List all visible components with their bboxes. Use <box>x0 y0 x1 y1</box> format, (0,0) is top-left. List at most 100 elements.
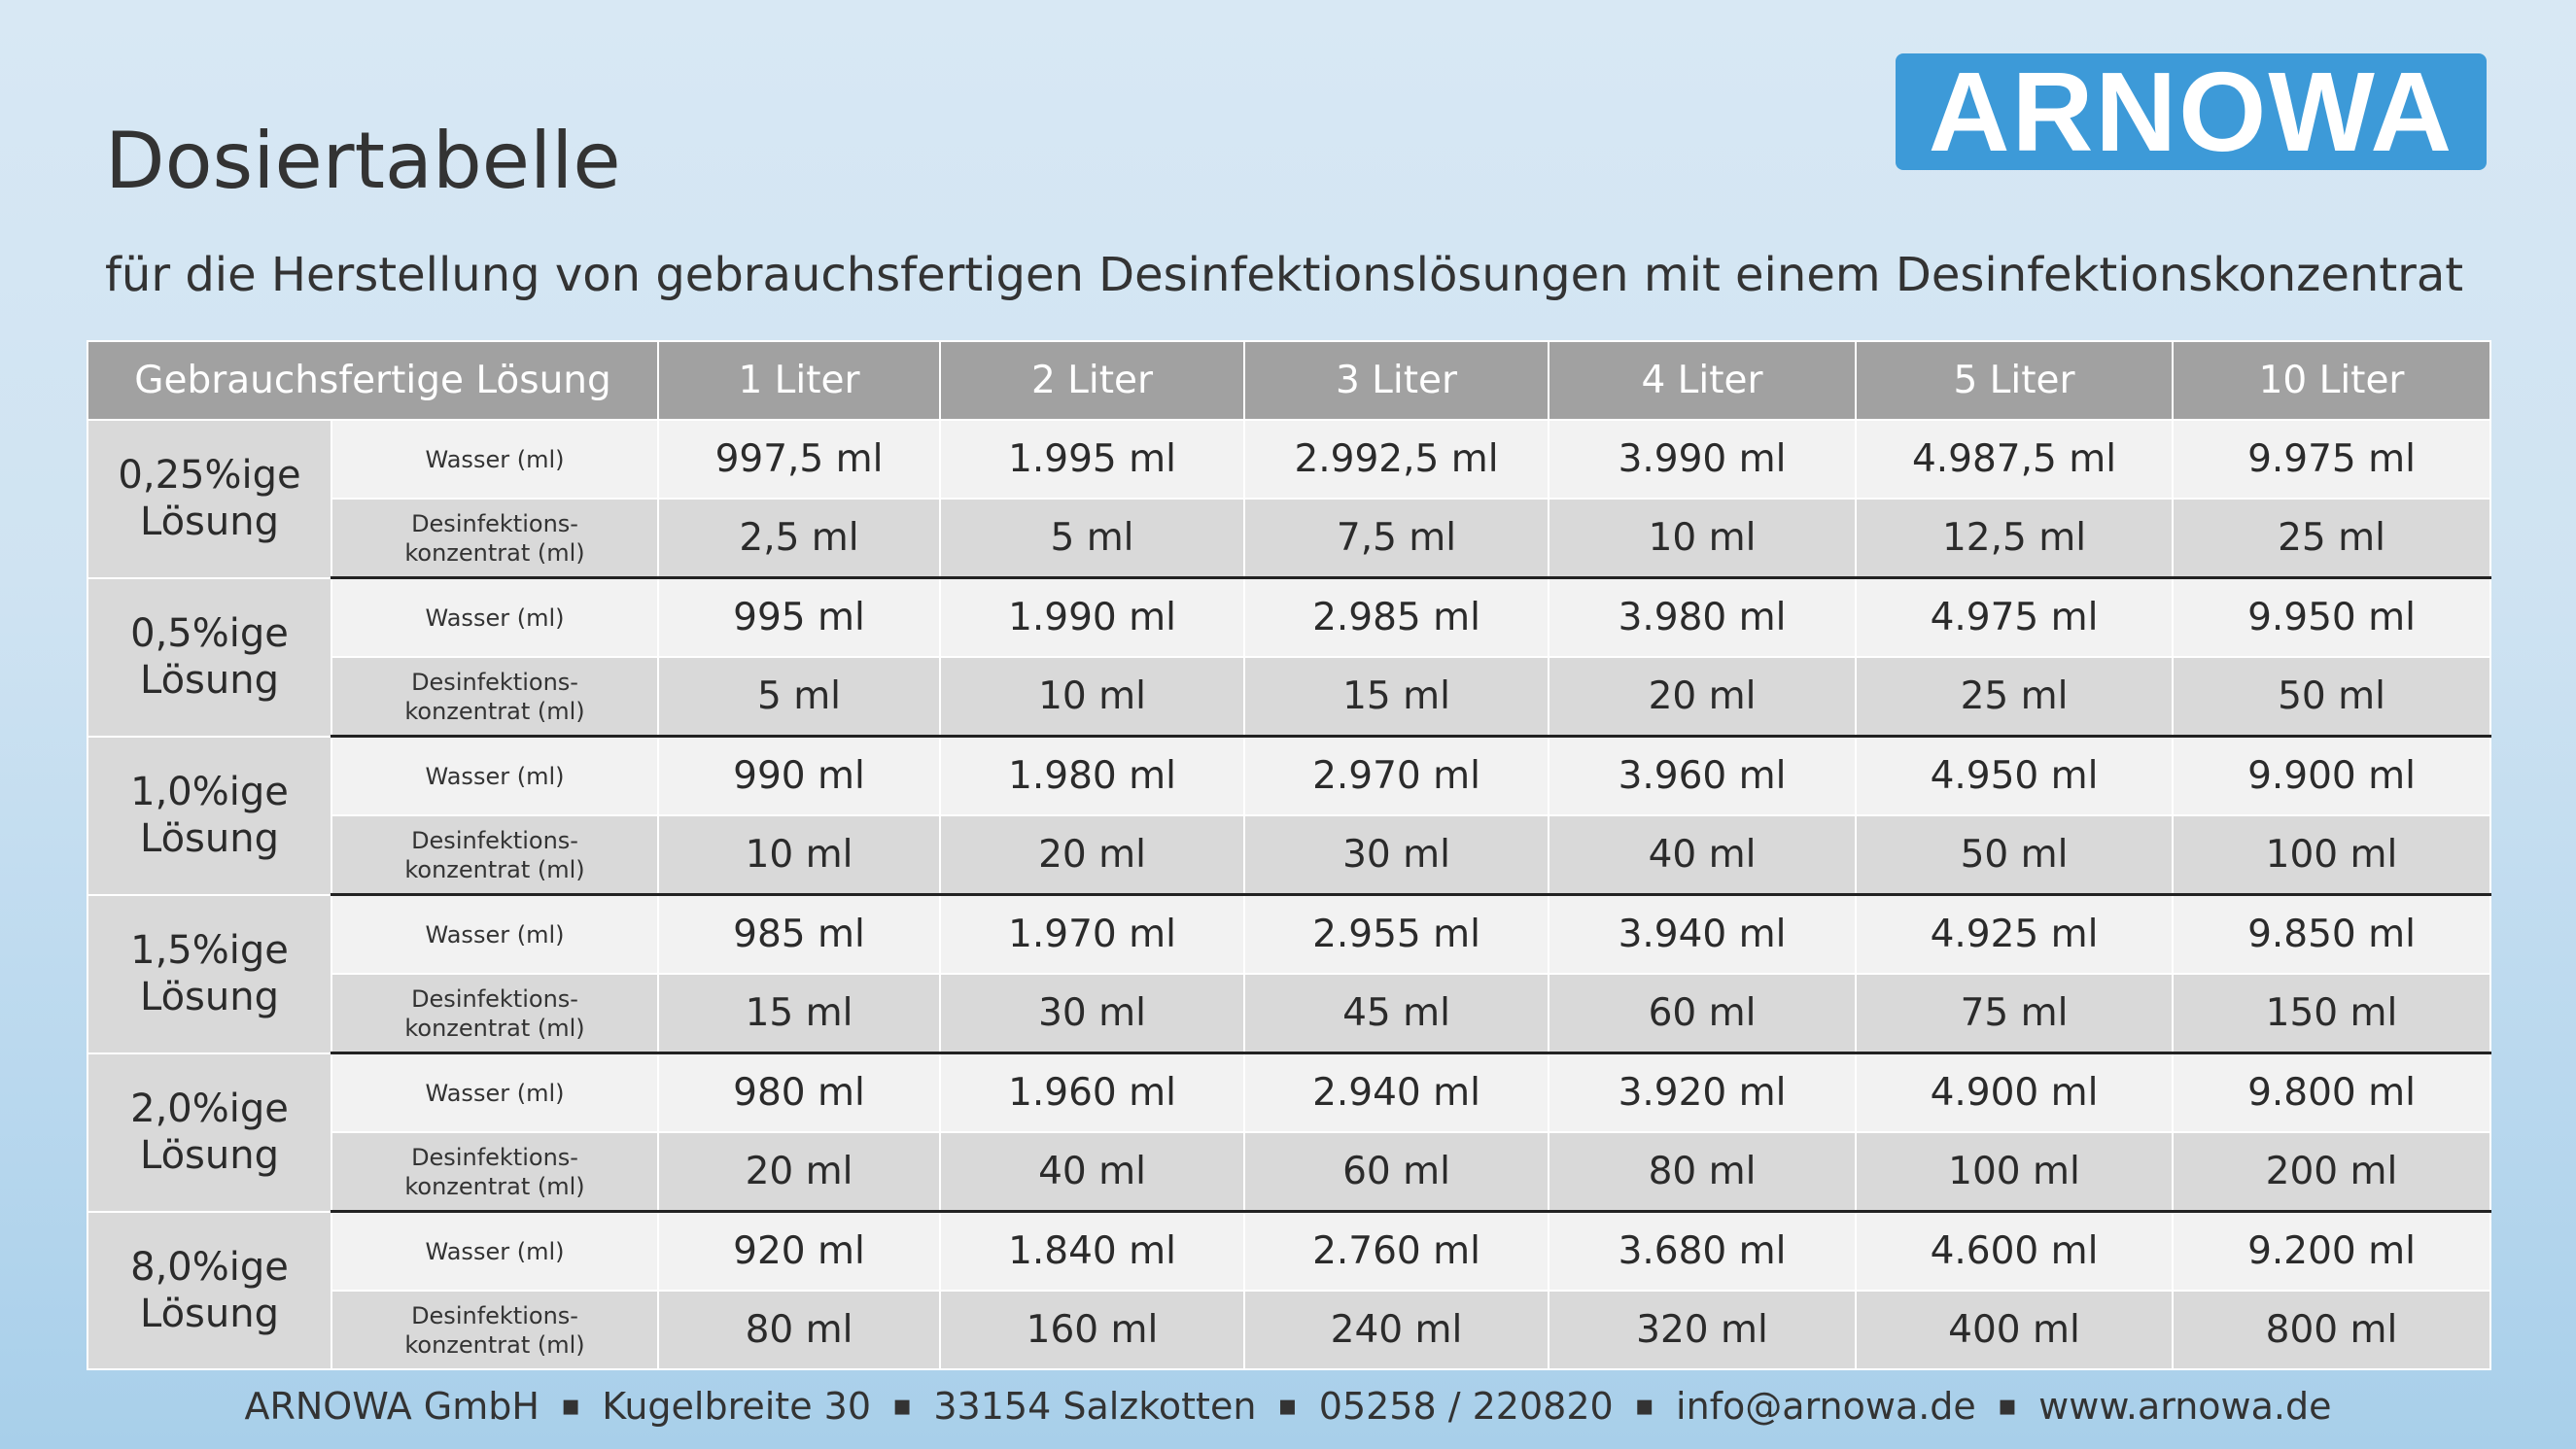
concentrate-amount-cell: 30 ml <box>939 973 1246 1054</box>
row-label-concentrate: Desinfektions-konzentrat (ml) <box>330 498 660 579</box>
concentrate-amount-cell: 75 ml <box>1855 973 2175 1054</box>
water-amount-cell: 1.840 ml <box>939 1210 1246 1292</box>
header-solution: Gebrauchsfertige Lösung <box>86 340 660 421</box>
concentration-cell: 1,0%ige Lösung <box>87 735 332 896</box>
row-label-concentrate: Desinfektions-konzentrat (ml) <box>330 814 660 896</box>
table-row-water: 1,5%ige Lösung Wasser (ml) 985 ml 1.970 ml 2.… <box>87 893 2492 1054</box>
arnowa-logo: ARNOWA <box>1896 53 2487 170</box>
row-label-water: Wasser (ml) <box>330 576 660 658</box>
water-amount-cell: 9.800 ml <box>2172 1052 2492 1133</box>
header-5-liter: 5 Liter <box>1855 340 2175 421</box>
table-row-water: 0,5%ige Lösung Wasser (ml) 995 ml 1.990 ml 2.… <box>87 576 2492 738</box>
concentration-cell: 2,0%ige Lösung <box>87 1052 332 1213</box>
concentrate-amount-cell: 80 ml <box>1548 1131 1858 1213</box>
table-row-concentrate: Desinfektions-konzentrat (ml) 5 ml 10 ml 15… <box>87 656 2492 738</box>
concentrate-amount-cell: 20 ml <box>657 1131 942 1213</box>
concentrate-amount-cell: 200 ml <box>2172 1131 2492 1213</box>
row-label-concentrate-line1: Desinfektions- <box>411 1143 578 1171</box>
page-title: Dosiertabelle <box>105 116 621 206</box>
concentrate-amount-cell: 7,5 ml <box>1243 498 1550 579</box>
water-amount-cell: 9.900 ml <box>2172 735 2492 816</box>
water-amount-cell: 3.920 ml <box>1548 1052 1858 1133</box>
concentration-solution-label: Lösung <box>140 975 279 1019</box>
water-amount-cell: 980 ml <box>657 1052 942 1133</box>
concentration-cell: 8,0%ige Lösung <box>87 1210 332 1370</box>
row-label-concentrate-line1: Desinfektions- <box>411 984 578 1013</box>
concentrate-amount-cell: 10 ml <box>1548 498 1858 579</box>
footer-separator: ▪ <box>1634 1389 1655 1423</box>
row-label-water: Wasser (ml) <box>330 893 660 975</box>
concentration-percent: 1,5%ige <box>130 928 289 973</box>
header-10-liter: 10 Liter <box>2172 340 2492 421</box>
concentrate-amount-cell: 50 ml <box>1855 814 2175 896</box>
concentration-solution-label: Lösung <box>140 500 279 545</box>
concentrate-amount-cell: 5 ml <box>939 498 1246 579</box>
table-row-concentrate: Desinfektions-konzentrat (ml) 10 ml 20 ml 3… <box>87 814 2492 896</box>
concentrate-amount-cell: 40 ml <box>1548 814 1858 896</box>
water-amount-cell: 9.850 ml <box>2172 893 2492 975</box>
footer-contact: ARNOWA GmbH ▪ Kugelbreite 30 ▪ 33154 Salzkot… <box>0 1385 2576 1428</box>
concentrate-amount-cell: 20 ml <box>1548 656 1858 738</box>
water-amount-cell: 997,5 ml <box>657 419 942 500</box>
row-label-concentrate-line1: Desinfektions- <box>411 668 578 696</box>
row-label-concentrate: Desinfektions-konzentrat (ml) <box>330 1290 660 1370</box>
concentration-percent: 8,0%ige <box>130 1244 289 1290</box>
concentrate-amount-cell: 100 ml <box>2172 814 2492 896</box>
footer-phone: 05258 / 220820 <box>1318 1385 1614 1428</box>
concentration-solution-label: Lösung <box>140 1291 279 1336</box>
water-amount-cell: 2.992,5 ml <box>1243 419 1550 500</box>
concentration-cell: 0,5%ige Lösung <box>87 576 332 738</box>
footer-company: ARNOWA GmbH <box>244 1385 540 1428</box>
water-amount-cell: 3.990 ml <box>1548 419 1858 500</box>
water-amount-cell: 4.975 ml <box>1855 576 2175 658</box>
footer-email-link[interactable]: info@arnowa.de <box>1676 1385 1976 1428</box>
concentration-solution-label: Lösung <box>140 816 279 861</box>
table-row-concentrate: Desinfektions-konzentrat (ml) 20 ml 40 ml 6… <box>87 1131 2492 1213</box>
row-label-concentrate-line2: konzentrat (ml) <box>404 855 585 883</box>
row-label-concentrate-line1: Desinfektions- <box>411 1301 578 1329</box>
table-row-concentrate: Desinfektions-konzentrat (ml) 80 ml 160 ml… <box>87 1290 2492 1370</box>
table-row-water: 8,0%ige Lösung Wasser (ml) 920 ml 1.840 ml 2.… <box>87 1210 2492 1370</box>
row-label-concentrate-line2: konzentrat (ml) <box>404 1330 585 1359</box>
header-2-liter: 2 Liter <box>939 340 1246 421</box>
water-amount-cell: 4.925 ml <box>1855 893 2175 975</box>
water-amount-cell: 920 ml <box>657 1210 942 1292</box>
table-header-row: Gebrauchsfertige Lösung 1 Liter 2 Liter … <box>86 340 2492 421</box>
footer-separator: ▪ <box>892 1389 913 1423</box>
water-amount-cell: 4.600 ml <box>1855 1210 2175 1292</box>
concentrate-amount-cell: 160 ml <box>939 1290 1246 1370</box>
row-label-concentrate: Desinfektions-konzentrat (ml) <box>330 973 660 1054</box>
concentrate-amount-cell: 60 ml <box>1548 973 1858 1054</box>
water-amount-cell: 1.980 ml <box>939 735 1246 816</box>
row-label-concentrate-line2: konzentrat (ml) <box>404 1014 585 1042</box>
concentrate-amount-cell: 240 ml <box>1243 1290 1550 1370</box>
row-label-water: Wasser (ml) <box>330 1210 660 1292</box>
water-amount-cell: 2.760 ml <box>1243 1210 1550 1292</box>
row-label-water: Wasser (ml) <box>330 419 660 500</box>
footer-street: Kugelbreite 30 <box>602 1385 872 1428</box>
concentration-cell: 1,5%ige Lösung <box>87 893 332 1054</box>
row-label-concentrate-line2: konzentrat (ml) <box>404 538 585 567</box>
water-amount-cell: 2.955 ml <box>1243 893 1550 975</box>
water-amount-cell: 3.940 ml <box>1548 893 1858 975</box>
concentration-cell: 0,25%ige Lösung <box>87 419 332 579</box>
concentrate-amount-cell: 20 ml <box>939 814 1246 896</box>
footer-website-link[interactable]: www.arnowa.de <box>2038 1385 2332 1428</box>
concentrate-amount-cell: 50 ml <box>2172 656 2492 738</box>
water-amount-cell: 995 ml <box>657 576 942 658</box>
concentrate-amount-cell: 12,5 ml <box>1855 498 2175 579</box>
header-3-liter: 3 Liter <box>1243 340 1550 421</box>
concentrate-amount-cell: 40 ml <box>939 1131 1246 1213</box>
water-amount-cell: 1.970 ml <box>939 893 1246 975</box>
concentrate-amount-cell: 45 ml <box>1243 973 1550 1054</box>
water-amount-cell: 990 ml <box>657 735 942 816</box>
concentrate-amount-cell: 5 ml <box>657 656 942 738</box>
concentration-percent: 2,0%ige <box>130 1087 289 1131</box>
row-label-concentrate-line2: konzentrat (ml) <box>404 697 585 725</box>
concentration-solution-label: Lösung <box>140 658 279 703</box>
concentrate-amount-cell: 400 ml <box>1855 1290 2175 1370</box>
water-amount-cell: 9.975 ml <box>2172 419 2492 500</box>
concentrate-amount-cell: 25 ml <box>2172 498 2492 579</box>
concentration-percent: 0,25%ige <box>118 453 301 499</box>
concentration-percent: 1,0%ige <box>130 770 289 814</box>
